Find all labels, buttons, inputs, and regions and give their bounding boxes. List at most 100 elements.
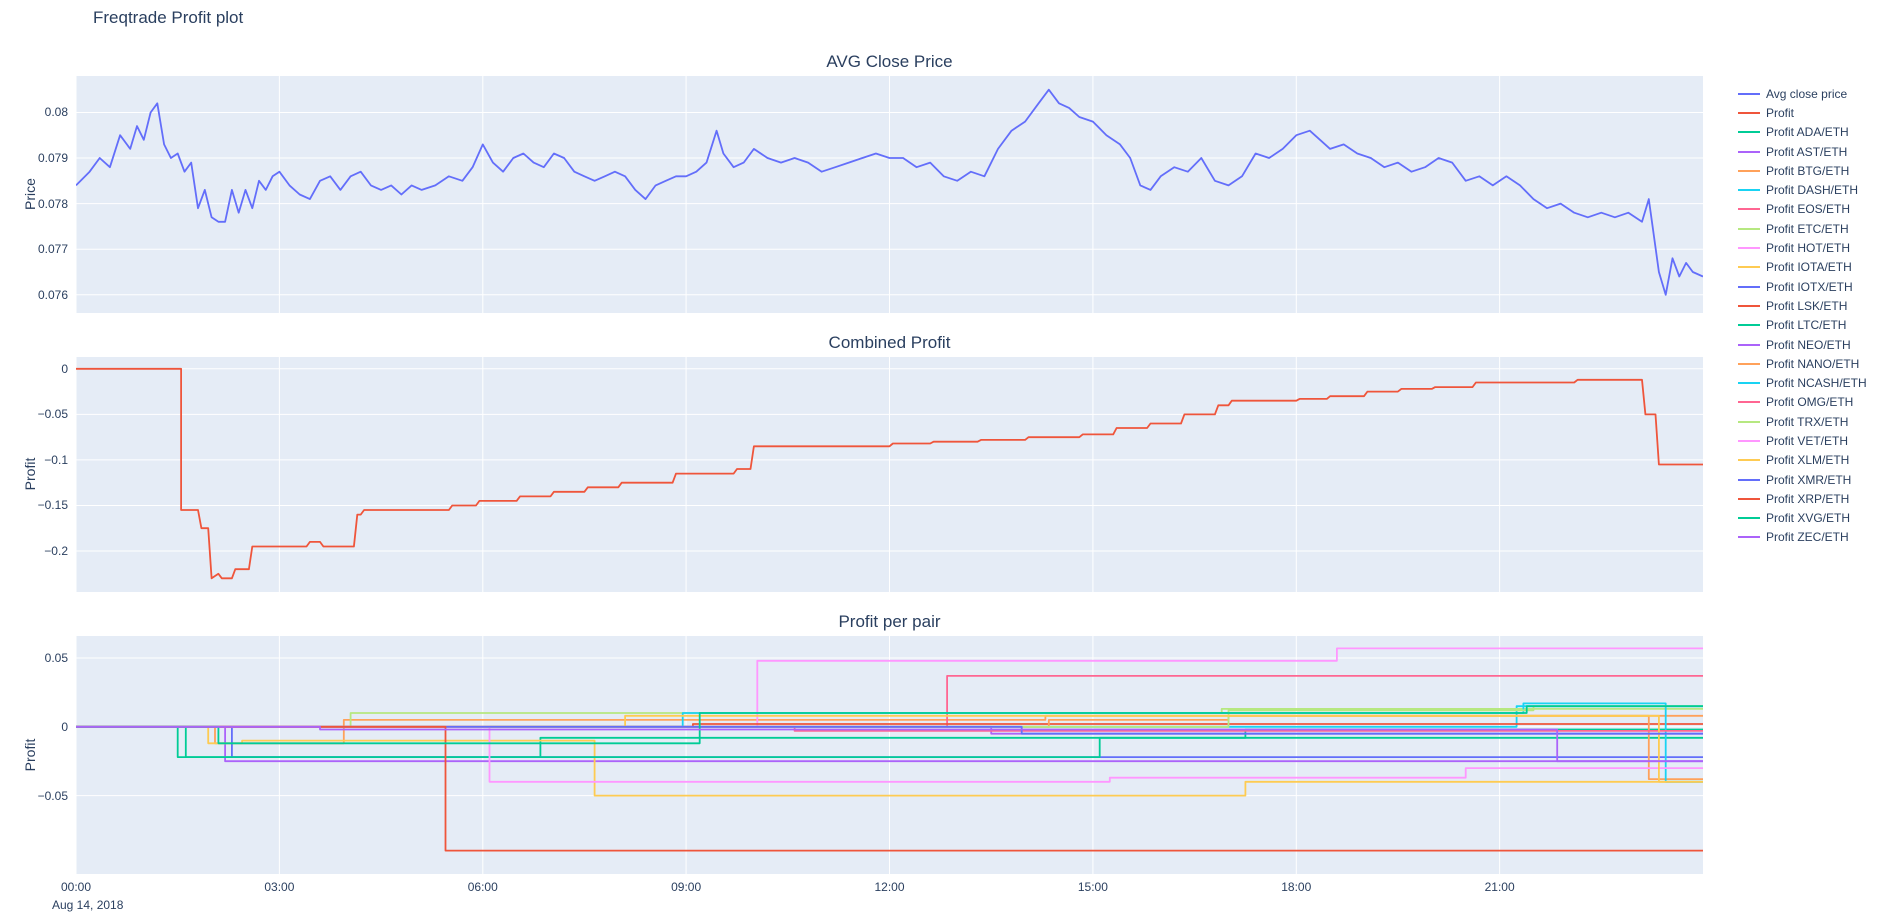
- y-axis-label-price: Price: [22, 178, 38, 210]
- legend-label: Profit VET/ETH: [1766, 433, 1849, 448]
- legend-line-swatch: [1738, 169, 1760, 172]
- legend-item[interactable]: Profit XLM/ETH: [1738, 451, 1867, 470]
- x-axis-date-label: Aug 14, 2018: [52, 898, 124, 912]
- legend-line-swatch: [1738, 362, 1760, 365]
- legend-item[interactable]: Profit NCASH/ETH: [1738, 373, 1867, 392]
- profit-per-pair-plot-area[interactable]: [76, 636, 1703, 874]
- legend-line-swatch: [1738, 478, 1760, 481]
- x-tick-label: 21:00: [1484, 880, 1515, 894]
- series-line[interactable]: [76, 725, 1703, 783]
- legend-label: Profit DASH/ETH: [1766, 183, 1859, 198]
- legend-item[interactable]: Profit TRX/ETH: [1738, 412, 1867, 431]
- legend-item[interactable]: Profit LSK/ETH: [1738, 296, 1867, 315]
- legend-item[interactable]: Profit XRP/ETH: [1738, 489, 1867, 508]
- subplot-title-combined-profit: Combined Profit: [828, 333, 951, 352]
- legend-line-swatch: [1738, 92, 1760, 95]
- legend-line-swatch: [1738, 227, 1760, 230]
- combined-profit-plot-area[interactable]: [76, 357, 1703, 592]
- legend-line-swatch: [1738, 304, 1760, 307]
- x-tick-label: 12:00: [874, 880, 905, 894]
- legend-item[interactable]: Profit EOS/ETH: [1738, 200, 1867, 219]
- legend-label: Profit ETC/ETH: [1766, 221, 1849, 236]
- x-tick-label: 09:00: [671, 880, 702, 894]
- legend-item[interactable]: Profit NEO/ETH: [1738, 335, 1867, 354]
- legend-item[interactable]: Profit XVG/ETH: [1738, 509, 1867, 528]
- legend: Avg close price Profit Profit ADA/ETH Profi…: [1738, 84, 1867, 547]
- y-tick-label: −0.05: [37, 788, 68, 803]
- legend-item[interactable]: Avg close price: [1738, 84, 1867, 103]
- y-axis-label-pair-profit: Profit: [22, 738, 38, 772]
- legend-item[interactable]: Profit NANO/ETH: [1738, 354, 1867, 373]
- profit-per-pair-chart: −0.05 0 0.05: [38, 636, 1703, 874]
- legend-item[interactable]: Profit ADA/ETH: [1738, 123, 1867, 142]
- legend-item[interactable]: Profit IOTA/ETH: [1738, 258, 1867, 277]
- legend-line-swatch: [1738, 343, 1760, 346]
- legend-line-swatch: [1738, 111, 1760, 114]
- legend-label: Profit BTG/ETH: [1766, 163, 1850, 178]
- y-tick-label: 0: [61, 361, 68, 376]
- legend-line-swatch: [1738, 420, 1760, 423]
- y-tick-label: −0.1: [44, 452, 68, 467]
- y-tick-label: 0.08: [44, 105, 68, 120]
- legend-label: Profit HOT/ETH: [1766, 241, 1851, 256]
- y-tick-label: 0.077: [37, 242, 68, 257]
- series-line[interactable]: [76, 725, 1703, 763]
- x-tick-label: 06:00: [467, 880, 498, 894]
- legend-item[interactable]: Profit IOTX/ETH: [1738, 277, 1867, 296]
- series-line[interactable]: [76, 725, 1703, 797]
- y-tick-label: −0.15: [37, 498, 68, 513]
- legend-line-swatch: [1738, 131, 1760, 134]
- series-line[interactable]: [76, 367, 1703, 580]
- legend-label: Profit TRX/ETH: [1766, 414, 1849, 429]
- legend-item[interactable]: Profit XMR/ETH: [1738, 470, 1867, 489]
- legend-line-swatch: [1738, 208, 1760, 211]
- legend-item[interactable]: Profit ETC/ETH: [1738, 219, 1867, 238]
- legend-item[interactable]: Profit BTG/ETH: [1738, 161, 1867, 180]
- legend-item[interactable]: Profit OMG/ETH: [1738, 393, 1867, 412]
- legend-item[interactable]: Profit DASH/ETH: [1738, 180, 1867, 199]
- legend-item[interactable]: Profit HOT/ETH: [1738, 238, 1867, 257]
- avg-close-price-plot-area[interactable]: [76, 76, 1703, 313]
- legend-line-swatch: [1738, 536, 1760, 539]
- legend-label: Profit EOS/ETH: [1766, 202, 1851, 217]
- legend-label: Profit IOTX/ETH: [1766, 279, 1853, 294]
- subplot-title-profit-per-pair: Profit per pair: [838, 612, 941, 631]
- legend-line-swatch: [1738, 285, 1760, 288]
- y-tick-label: 0: [61, 719, 68, 734]
- legend-item[interactable]: Profit AST/ETH: [1738, 142, 1867, 161]
- y-axis-label-combined-profit: Profit: [22, 457, 38, 491]
- legend-item[interactable]: Profit: [1738, 103, 1867, 122]
- legend-line-swatch: [1738, 150, 1760, 153]
- legend-label: Profit XVG/ETH: [1766, 511, 1851, 526]
- legend-item[interactable]: Profit LTC/ETH: [1738, 316, 1867, 335]
- legend-label: Avg close price: [1766, 86, 1848, 101]
- legend-label: Profit NCASH/ETH: [1766, 376, 1867, 391]
- y-tick-label: 0.079: [37, 151, 68, 166]
- series-line[interactable]: [76, 705, 1703, 745]
- legend-label: Profit NANO/ETH: [1766, 356, 1860, 371]
- legend-line-swatch: [1738, 459, 1760, 462]
- legend-line-swatch: [1738, 401, 1760, 404]
- series-line[interactable]: [76, 88, 1703, 296]
- legend-label: Profit ZEC/ETH: [1766, 530, 1849, 545]
- y-tick-label: 0.05: [44, 651, 68, 665]
- x-tick-label: 00:00: [60, 880, 92, 894]
- legend-label: Profit LSK/ETH: [1766, 298, 1848, 313]
- legend-item[interactable]: Profit ZEC/ETH: [1738, 528, 1867, 547]
- y-tick-label: −0.05: [37, 407, 68, 422]
- figure-title: Freqtrade Profit plot: [93, 8, 244, 27]
- x-tick-label: 15:00: [1077, 880, 1108, 894]
- legend-label: Profit NEO/ETH: [1766, 337, 1851, 352]
- subplot-title-avg-close-price: AVG Close Price: [826, 52, 953, 71]
- legend-item[interactable]: Profit VET/ETH: [1738, 431, 1867, 450]
- legend-line-swatch: [1738, 439, 1760, 442]
- legend-label: Profit ADA/ETH: [1766, 125, 1849, 140]
- legend-label: Profit IOTA/ETH: [1766, 260, 1852, 275]
- legend-label: Profit: [1766, 105, 1795, 120]
- legend-label: Profit XRP/ETH: [1766, 491, 1850, 506]
- legend-label: Profit OMG/ETH: [1766, 395, 1854, 410]
- legend-line-swatch: [1738, 382, 1760, 385]
- legend-label: Profit LTC/ETH: [1766, 318, 1847, 333]
- legend-line-swatch: [1738, 247, 1760, 250]
